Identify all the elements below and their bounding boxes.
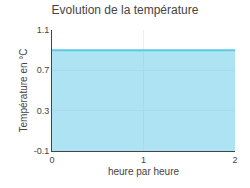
svg-text:0: 0 (49, 155, 54, 165)
svg-text:1.1: 1.1 (37, 25, 50, 35)
svg-text:heure par heure: heure par heure (108, 166, 180, 177)
svg-text:2: 2 (232, 155, 237, 165)
svg-text:0.7: 0.7 (37, 65, 50, 75)
svg-text:Evolution de la température: Evolution de la température (52, 3, 199, 17)
svg-text:-0.1: -0.1 (34, 146, 50, 156)
svg-text:1: 1 (141, 155, 146, 165)
svg-text:0.3: 0.3 (37, 106, 50, 116)
svg-text:Température en °C: Température en °C (18, 48, 29, 132)
